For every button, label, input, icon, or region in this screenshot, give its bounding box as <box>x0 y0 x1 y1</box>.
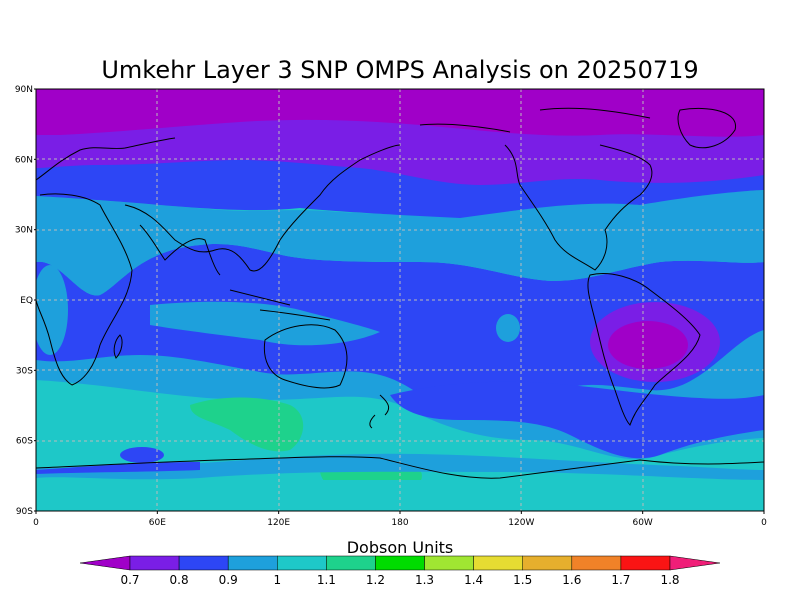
contour-pole-1.0 <box>36 480 764 511</box>
contour-polar-0.6 <box>36 89 764 137</box>
map-area <box>36 89 764 511</box>
colorbar-title: Dobson Units <box>347 538 454 557</box>
lon-tick-label: 60W <box>632 518 652 528</box>
colorbar-swatch <box>424 555 474 571</box>
colorbar-labels: 0.7 0.8 0.9 1 1.1 1.2 1.3 1.4 1.5 1.6 1.7 1.8 <box>120 573 679 587</box>
coast-europe <box>36 137 176 181</box>
lon-tick-label: 120E <box>267 518 290 528</box>
coast-asia <box>124 144 401 272</box>
lat-tick-label: EQ <box>20 296 33 306</box>
colorbar-swatch <box>473 555 523 571</box>
coastlines <box>36 107 764 479</box>
coast-arctic <box>419 107 651 133</box>
contour-eq-0.9 <box>150 301 380 346</box>
contour-sh-hl-0.9 <box>36 453 764 480</box>
colorbar-swatch <box>375 555 425 571</box>
colorbar-label: 1.4 <box>464 573 483 587</box>
colorbar-swatch <box>227 555 278 571</box>
gridlines <box>36 89 764 511</box>
coast-australia <box>263 324 348 389</box>
contour-sh-0.8 <box>390 381 764 459</box>
lat-tick-label: 30N <box>15 226 33 236</box>
coast-africa <box>36 193 133 386</box>
lon-tick-label: 0 <box>33 518 39 528</box>
lat-tick-labels: 90N 60N 30N EQ 30S 60S 90S <box>15 85 36 517</box>
colorbar-label: 1.2 <box>366 573 385 587</box>
colorbar-swatch <box>277 555 327 571</box>
lon-tick-labels: 0 60E 120E 180 120W 60W 0 <box>33 511 767 528</box>
colorbar-swatch <box>326 555 376 571</box>
colorbar-label: 0.9 <box>219 573 238 587</box>
colorbar-label: 1.8 <box>660 573 679 587</box>
coast-madagascar <box>113 334 123 359</box>
lat-tick-label: 30S <box>16 366 33 376</box>
colorbar-swatch <box>522 555 573 571</box>
coast-antarctica <box>36 456 764 479</box>
coast-india <box>139 224 221 276</box>
colorbar-swatch <box>571 555 622 571</box>
colorbar-label: 1.5 <box>513 573 532 587</box>
lon-tick-label: 60E <box>149 518 166 528</box>
colorbar-min-arrow <box>79 555 131 571</box>
colorbar-label: 1 <box>273 573 281 587</box>
colorbar-label: 0.8 <box>170 573 189 587</box>
colorbar-swatch <box>129 555 180 571</box>
coast-indonesia <box>229 289 331 321</box>
contour-sh-0.8-strip <box>36 462 200 474</box>
colorbar-label: 1.3 <box>415 573 434 587</box>
lat-tick-label: 90S <box>16 507 33 517</box>
colorbar-max-arrow <box>669 555 721 571</box>
contour-nh-0.9 <box>36 190 764 296</box>
lon-tick-label: 180 <box>391 518 408 528</box>
contour-sh-1.1-a <box>190 397 304 452</box>
contour-sa-0.6 <box>608 321 688 369</box>
lon-tick-label: 120W <box>508 518 534 528</box>
colorbar-swatch <box>620 555 671 571</box>
lat-tick-label: 60S <box>16 437 33 447</box>
coast-s-america <box>587 272 701 426</box>
colorbar-swatch <box>178 555 229 571</box>
contour-sh-0.8-small <box>120 447 164 463</box>
lat-tick-label: 60N <box>15 155 33 165</box>
colorbar-label: 1.6 <box>562 573 581 587</box>
contour-atl-0.9 <box>36 265 68 355</box>
chart-title: Umkehr Layer 3 SNP OMPS Analysis on 2025… <box>101 56 698 84</box>
contour-pacific-0.9 <box>496 314 520 342</box>
colorbar-label: 1.1 <box>317 573 336 587</box>
coast-nz <box>369 394 390 429</box>
coast-greenland <box>677 107 736 149</box>
coast-n-america <box>504 144 653 271</box>
colorbar-label: 0.7 <box>120 573 139 587</box>
lat-tick-label: 90N <box>15 85 33 95</box>
lon-tick-label: 0 <box>761 518 767 528</box>
colorbar-label: 1.7 <box>611 573 630 587</box>
colorbar <box>79 555 721 571</box>
